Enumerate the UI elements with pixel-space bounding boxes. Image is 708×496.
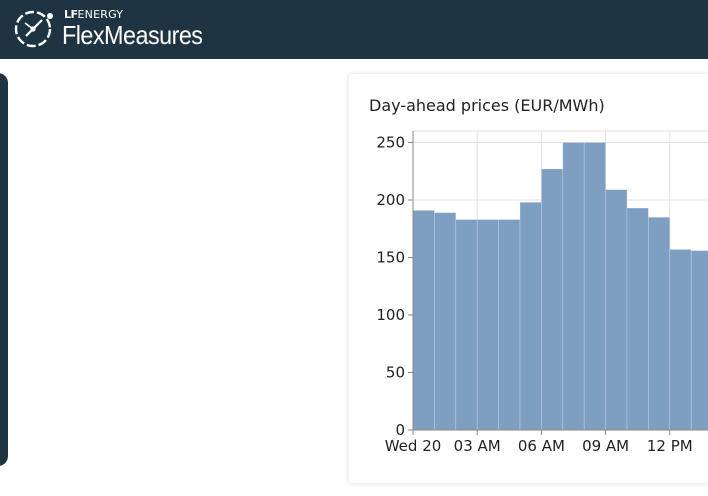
chart-bar xyxy=(690,250,708,431)
y-tick-label: 0 xyxy=(395,421,405,439)
brand-sub-bold: LF xyxy=(64,8,78,21)
chart-bar xyxy=(434,212,457,431)
x-tick-label: Wed 20 xyxy=(385,437,442,455)
brand-name[interactable]: FlexMeasures xyxy=(62,20,203,50)
chart-bar xyxy=(648,216,671,431)
chart-title: Day-ahead prices (EUR/MWh) xyxy=(369,96,605,115)
flexmeasures-logo-icon[interactable] xyxy=(12,8,56,50)
y-tick-label: 150 xyxy=(376,249,405,267)
price-chart[interactable]: 0 50 100 150 200 250 Wed 20 03 AM 06 AM 09 AM 12 P… xyxy=(349,74,708,483)
chart-bar xyxy=(455,219,478,431)
brand-subtitle: LFENERGY xyxy=(64,8,123,21)
left-side-panel xyxy=(0,73,8,466)
chart-card: Day-ahead prices (EUR/MWh) 0 50 100 150 200 2… xyxy=(349,74,708,483)
chart-bar xyxy=(498,219,521,431)
chart-bar xyxy=(476,219,499,431)
x-tick-label: 09 AM xyxy=(582,437,629,455)
top-navbar: LFENERGY FlexMeasures xyxy=(0,0,708,59)
chart-bar xyxy=(541,168,564,431)
chart-bar xyxy=(412,210,435,431)
x-tick-label: 06 AM xyxy=(518,437,565,455)
y-tick-label: 50 xyxy=(386,364,405,382)
chart-bar xyxy=(519,202,542,431)
chart-bar xyxy=(583,142,606,431)
brand-sub-rest: ENERGY xyxy=(77,8,124,21)
x-tick-label: 12 PM xyxy=(647,437,693,455)
y-tick-label: 250 xyxy=(376,134,405,152)
x-tick-label: 03 AM xyxy=(454,437,501,455)
chart-bar xyxy=(605,189,628,431)
chart-bar xyxy=(562,142,585,431)
y-tick-label: 100 xyxy=(376,306,405,324)
chart-bar xyxy=(669,249,692,431)
chart-bar xyxy=(626,207,649,431)
y-tick-label: 200 xyxy=(376,191,405,209)
